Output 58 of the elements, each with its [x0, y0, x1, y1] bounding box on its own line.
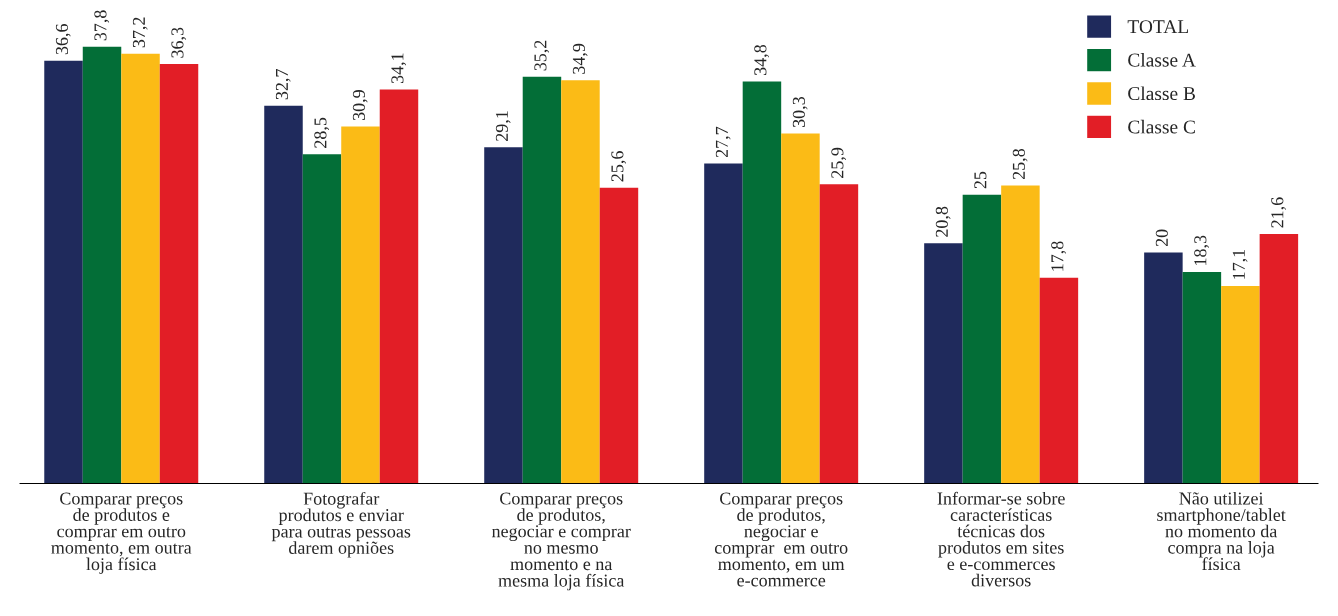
data-label: 30,3 — [792, 96, 808, 128]
x-tick-label: Informar-se sobre características técnicas dos produtos em sites e e-commerces diversos — [937, 491, 1065, 587]
data-label: 29,1 — [495, 111, 511, 141]
bar — [302, 154, 342, 484]
legend-label: Classe A — [1128, 52, 1196, 67]
x-tick-label: Comparar preços de produtos e comprar em outro momento, em outra loja física — [51, 492, 192, 574]
bar — [44, 60, 83, 484]
x-tick-label: Não utilizei smartphone/tablet no momento da compra na loja física — [1157, 491, 1286, 571]
bar — [1001, 185, 1040, 484]
bar — [924, 243, 963, 484]
bar — [159, 64, 199, 484]
legend-label: Classe C — [1128, 119, 1195, 134]
bar — [599, 187, 639, 484]
data-label: 35,2 — [534, 40, 550, 71]
x-tick-label: Comparar preços de produtos, negociar e comprar em outro momento, em um e-commerce — [714, 492, 848, 587]
data-label: 20 — [1155, 229, 1168, 247]
data-label: 28,5 — [314, 117, 330, 148]
bar — [82, 46, 122, 484]
data-label: 25,6 — [611, 151, 627, 182]
data-label: 25 — [974, 171, 987, 189]
bar — [962, 194, 1002, 484]
data-label: 37,8 — [94, 10, 110, 41]
data-label: 34,9 — [572, 43, 588, 74]
data-label: 32,7 — [275, 69, 291, 100]
bar — [1221, 285, 1260, 484]
bar — [264, 105, 303, 484]
bar — [522, 76, 562, 484]
bar — [1259, 233, 1299, 484]
bar — [561, 80, 600, 484]
legend-label: Classe B — [1128, 86, 1195, 101]
bar — [341, 126, 380, 484]
bar — [704, 163, 743, 484]
bar — [1182, 272, 1222, 484]
data-label: 27,7 — [715, 126, 731, 158]
bar — [121, 53, 160, 484]
legend-label: TOTAL — [1127, 20, 1188, 34]
data-label: 34,8 — [754, 44, 770, 76]
data-label: 17,8 — [1051, 241, 1067, 271]
data-label: 37,2 — [132, 17, 148, 48]
data-label: 25,8 — [1012, 148, 1028, 180]
data-label: 20,8 — [935, 206, 951, 237]
x-tick-label: Fotografar produtos e enviar para outras pessoas darem opniões — [271, 491, 411, 558]
bar — [1039, 277, 1079, 484]
data-label: 34,1 — [391, 53, 407, 84]
data-label: 18,3 — [1194, 235, 1210, 265]
data-label: 36,6 — [55, 24, 71, 55]
data-label: 25,9 — [831, 147, 847, 178]
bar — [819, 184, 859, 484]
data-label: 36,3 — [171, 27, 187, 58]
data-label: 30,9 — [352, 90, 368, 121]
x-tick-label: Comparar preços de produtos, negociar e comprar no mesmo momento e na mesma loja física — [491, 492, 631, 591]
bar — [484, 147, 523, 484]
bar — [742, 81, 782, 484]
bar — [379, 89, 419, 484]
data-label: 21,6 — [1271, 197, 1286, 228]
data-label: 17,1 — [1232, 249, 1248, 279]
bar — [781, 133, 820, 484]
bar — [1144, 252, 1183, 484]
